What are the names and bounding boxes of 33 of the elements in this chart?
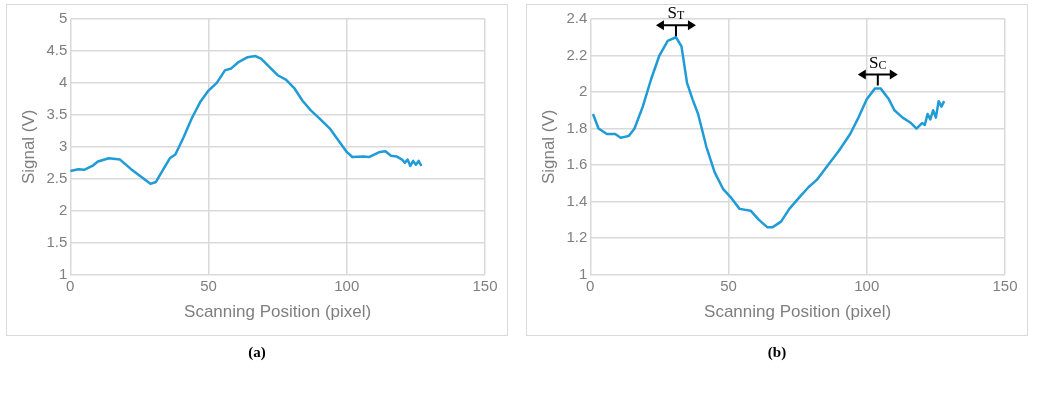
annotation: ST [667, 3, 686, 23]
y-tick-label: 2.5 [46, 168, 68, 186]
x-tick-label: 100 [854, 276, 880, 294]
y-tick-label: 1 [58, 264, 68, 282]
y-tick-label: 4 [58, 73, 68, 91]
x-tick-label: 150 [992, 276, 1018, 294]
y-tick-label: 2 [578, 82, 588, 100]
y-tick-label: 2 [58, 200, 68, 218]
annotation: SC [869, 52, 887, 72]
y-tick-label: 3 [58, 136, 68, 154]
text: (b) [767, 344, 787, 360]
y-tick-label: 1 [578, 264, 588, 282]
x-tick-label: 50 [720, 276, 737, 294]
y-tick-label: 2.2 [566, 45, 588, 63]
x-axis-title: Scanning Position (pixel) [184, 302, 372, 322]
y-tick-label: 5 [58, 9, 68, 27]
text: (a) [248, 344, 266, 360]
x-tick-label: 150 [472, 276, 498, 294]
y-axis-title: Signal (V) [18, 109, 38, 185]
y-tick-label: 1.5 [46, 232, 68, 250]
x-tick-label: 0 [586, 276, 595, 294]
x-axis-title: Scanning Position (pixel) [704, 302, 892, 322]
y-axis-title: Signal (V) [538, 109, 558, 185]
y-tick-label: 1.8 [566, 118, 588, 136]
x-tick-label: 50 [200, 276, 217, 294]
y-tick-label: 4.5 [46, 41, 68, 59]
x-tick-label: 100 [334, 276, 360, 294]
y-tick-label: 2.4 [566, 9, 588, 27]
y-tick-label: 1.4 [566, 191, 588, 209]
y-tick-label: 1.2 [566, 228, 588, 246]
x-tick-label: 0 [66, 276, 75, 294]
y-tick-label: 1.6 [566, 155, 588, 173]
y-tick-label: 3.5 [46, 104, 68, 122]
